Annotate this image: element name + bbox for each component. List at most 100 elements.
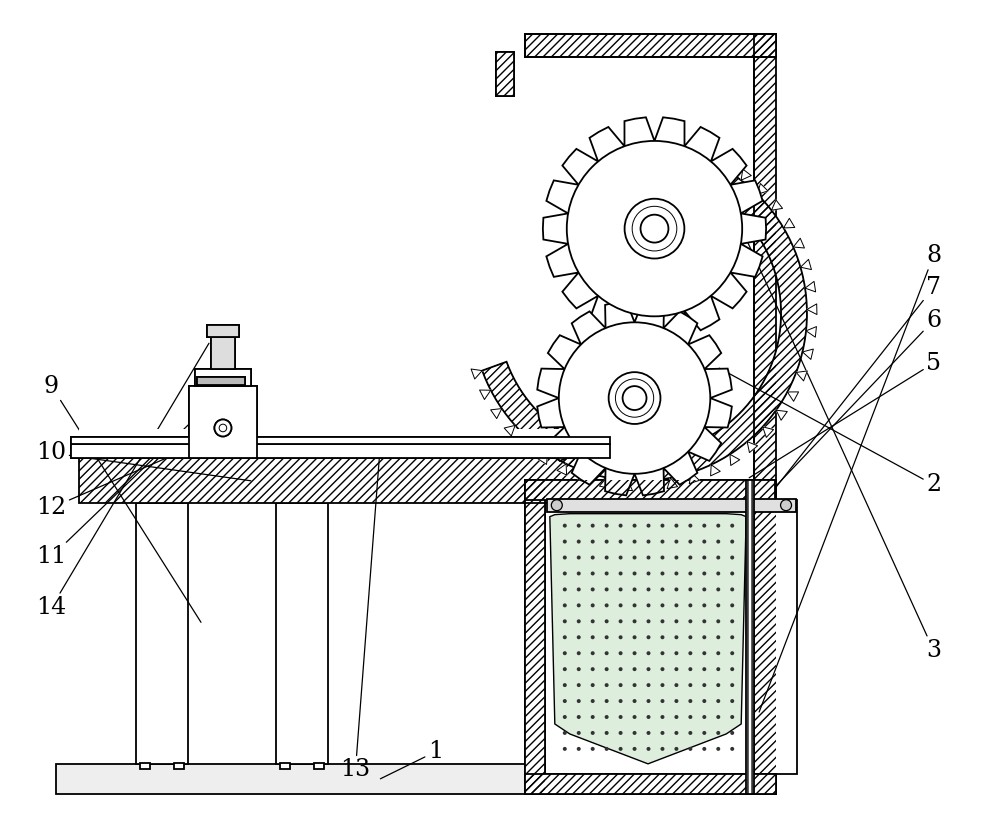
- Circle shape: [563, 571, 567, 576]
- Polygon shape: [599, 477, 610, 488]
- Bar: [207, 326, 239, 337]
- Circle shape: [633, 651, 637, 656]
- Circle shape: [702, 619, 706, 623]
- Circle shape: [605, 524, 609, 527]
- Polygon shape: [538, 453, 548, 465]
- Circle shape: [647, 636, 650, 639]
- Circle shape: [591, 603, 595, 607]
- Bar: [496, 52, 514, 96]
- Circle shape: [577, 747, 581, 751]
- Circle shape: [647, 651, 650, 656]
- Circle shape: [619, 636, 623, 639]
- Circle shape: [633, 636, 637, 639]
- Text: 10: 10: [36, 441, 251, 481]
- Circle shape: [688, 587, 692, 591]
- Polygon shape: [491, 408, 502, 419]
- Text: 3: 3: [739, 223, 941, 661]
- Text: 12: 12: [36, 451, 183, 519]
- Circle shape: [605, 715, 609, 719]
- Circle shape: [633, 747, 637, 751]
- Circle shape: [577, 619, 581, 623]
- Circle shape: [563, 731, 567, 735]
- Circle shape: [647, 540, 650, 544]
- Circle shape: [619, 667, 623, 671]
- Circle shape: [633, 731, 637, 735]
- Circle shape: [688, 651, 692, 656]
- Bar: [525, 774, 776, 794]
- Polygon shape: [771, 200, 783, 210]
- Polygon shape: [622, 481, 632, 491]
- Circle shape: [674, 715, 678, 719]
- Circle shape: [674, 587, 678, 591]
- Circle shape: [660, 747, 664, 751]
- Circle shape: [660, 540, 664, 544]
- Circle shape: [591, 715, 595, 719]
- Circle shape: [563, 651, 567, 656]
- Circle shape: [647, 699, 650, 703]
- Circle shape: [633, 715, 637, 719]
- Circle shape: [674, 667, 678, 671]
- Circle shape: [633, 619, 637, 623]
- Circle shape: [730, 731, 734, 735]
- Circle shape: [633, 603, 637, 607]
- Polygon shape: [806, 327, 816, 337]
- Circle shape: [619, 587, 623, 591]
- Circle shape: [730, 619, 734, 623]
- Circle shape: [674, 540, 678, 544]
- Circle shape: [567, 141, 742, 317]
- Circle shape: [623, 387, 647, 410]
- Circle shape: [702, 603, 706, 607]
- Bar: [525, 34, 776, 57]
- Circle shape: [702, 651, 706, 656]
- Polygon shape: [784, 218, 795, 228]
- Text: 13: 13: [340, 444, 380, 781]
- Circle shape: [674, 603, 678, 607]
- Polygon shape: [550, 514, 746, 764]
- Circle shape: [702, 683, 706, 687]
- Polygon shape: [793, 238, 804, 248]
- Polygon shape: [667, 478, 678, 489]
- Text: 8: 8: [759, 244, 941, 712]
- Circle shape: [647, 587, 650, 591]
- Circle shape: [633, 556, 637, 560]
- Circle shape: [577, 683, 581, 687]
- Circle shape: [716, 540, 720, 544]
- Circle shape: [619, 715, 623, 719]
- Circle shape: [619, 651, 623, 656]
- Polygon shape: [807, 304, 817, 315]
- Circle shape: [674, 683, 678, 687]
- Circle shape: [563, 699, 567, 703]
- Circle shape: [559, 322, 710, 474]
- Circle shape: [730, 540, 734, 544]
- Circle shape: [619, 571, 623, 576]
- Circle shape: [633, 683, 637, 687]
- Bar: [754, 34, 776, 794]
- Text: 5: 5: [749, 352, 941, 478]
- Circle shape: [619, 619, 623, 623]
- Bar: [525, 480, 776, 794]
- Polygon shape: [537, 301, 732, 496]
- Circle shape: [563, 524, 567, 527]
- Circle shape: [605, 571, 609, 576]
- Polygon shape: [711, 465, 720, 476]
- Polygon shape: [689, 472, 699, 484]
- Circle shape: [214, 420, 231, 436]
- Circle shape: [688, 747, 692, 751]
- Text: 6: 6: [739, 309, 941, 525]
- Bar: [71, 444, 610, 458]
- Circle shape: [615, 379, 654, 417]
- Circle shape: [647, 556, 650, 560]
- Circle shape: [577, 524, 581, 527]
- Circle shape: [563, 636, 567, 639]
- Circle shape: [674, 651, 678, 656]
- Circle shape: [591, 699, 595, 703]
- Circle shape: [647, 524, 650, 527]
- Circle shape: [660, 571, 664, 576]
- Bar: [71, 437, 610, 444]
- Circle shape: [619, 524, 623, 527]
- Circle shape: [674, 571, 678, 576]
- Circle shape: [591, 571, 595, 576]
- Circle shape: [625, 199, 684, 258]
- Circle shape: [688, 667, 692, 671]
- Circle shape: [605, 603, 609, 607]
